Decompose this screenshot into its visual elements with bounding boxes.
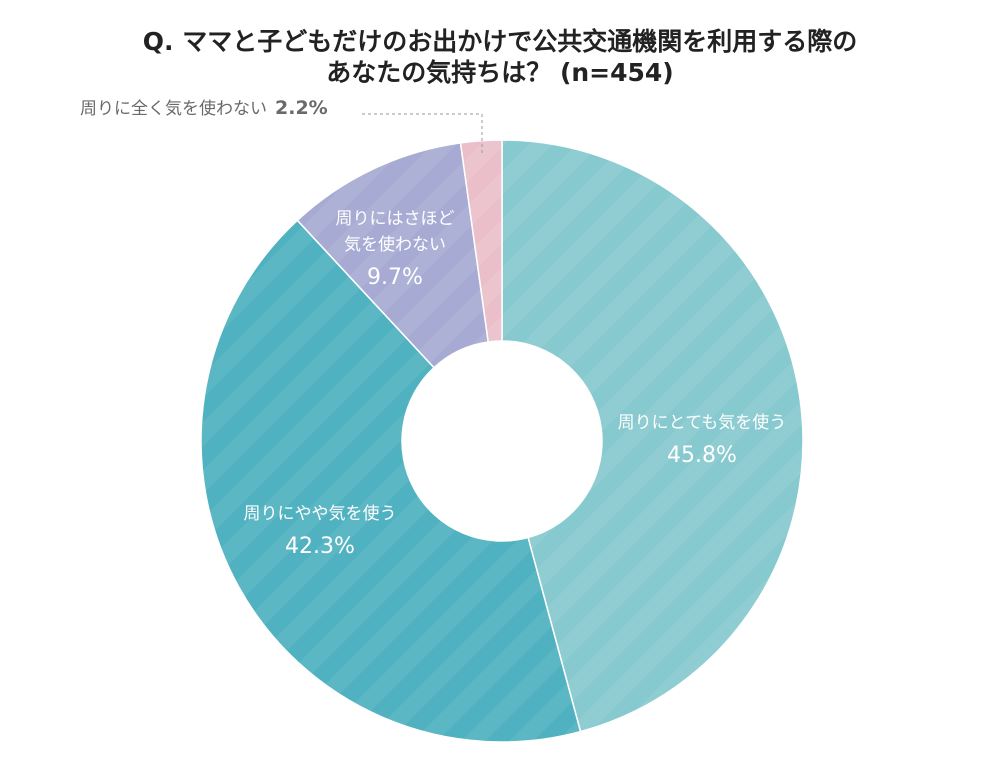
slices-group xyxy=(200,139,804,743)
slice-1-border xyxy=(501,139,804,733)
slice-4-border xyxy=(459,139,503,343)
slice-4-label-text: 周りに全く気を使わない xyxy=(80,98,267,119)
slice-2-stripes xyxy=(201,220,581,742)
slice-1-group xyxy=(501,139,804,733)
slice-3-label-line-2: 気を使わない xyxy=(344,234,446,255)
slice-3-border xyxy=(296,142,490,369)
chart-title: Q. ママと子どもだけのお出かけで公共交通機関を利用する際の あなたの気持ちは？… xyxy=(0,26,1000,88)
slice-2-label-line-1: 周りにやや気を使う xyxy=(244,503,397,524)
slice-3-label-line-1: 周りにはさほど xyxy=(336,209,455,229)
chart-title-line2: あなたの気持ちは？ (n=454) xyxy=(326,58,674,87)
slice-1-stripes xyxy=(502,140,803,732)
slice-2-value-label: 42.3% xyxy=(285,534,355,559)
slice-3-value-label: 9.7% xyxy=(367,265,423,290)
slice-3-group xyxy=(296,142,490,369)
slice-2-group xyxy=(200,219,582,743)
slice-4-leader-line xyxy=(362,113,483,155)
slice-4-group xyxy=(459,139,503,343)
slice-4-value-label: 2.2% xyxy=(275,97,328,119)
slice-2-border xyxy=(200,219,582,743)
chart-title-line1: Q. ママと子どもだけのお出かけで公共交通機関を利用する際の xyxy=(142,27,858,56)
slice-1-value-label: 45.8% xyxy=(667,443,737,468)
slice-1-label-line-1: 周りにとても気を使う xyxy=(618,412,787,433)
labels-group: 周りにとても気を使う 45.8% 周りにやや気を使う 42.3% 周りにはさほど気を使わ… xyxy=(80,97,786,559)
slice-4-stripes xyxy=(460,140,502,342)
slice-4-label: 周りに全く気を使わない 2.2% xyxy=(80,97,328,119)
slice-3-stripes xyxy=(297,142,489,368)
